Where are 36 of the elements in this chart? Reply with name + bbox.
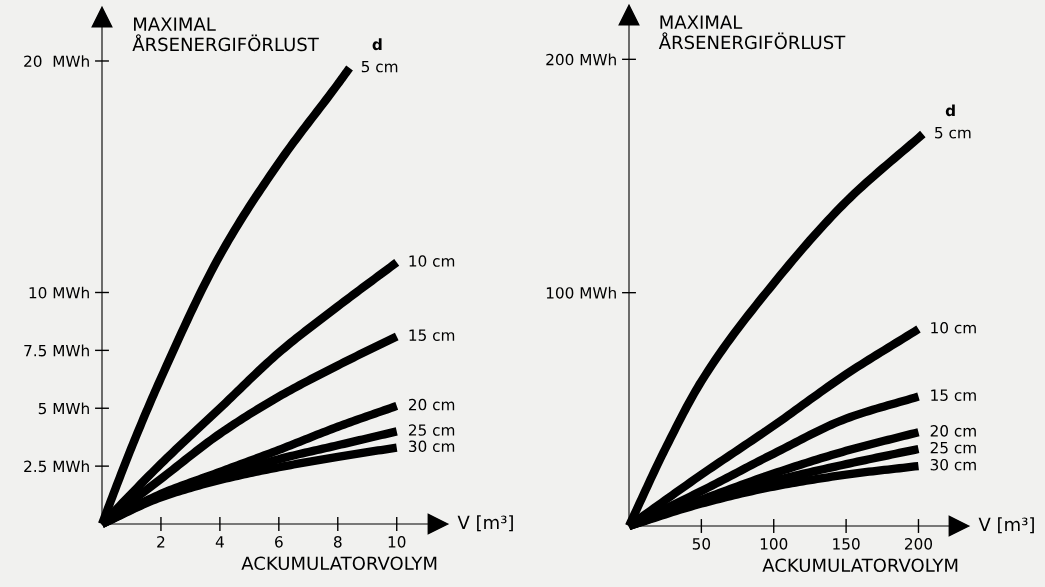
- series-label: 30 cm: [409, 440, 455, 453]
- y-tick-label: 5 MWh: [38, 402, 89, 415]
- y-tick-label: 2.5 MWh: [24, 460, 89, 473]
- x-tick-label: 2: [157, 536, 165, 548]
- x-tick-label: 10: [388, 536, 406, 548]
- x-tick-label: 50: [692, 538, 711, 550]
- y-tick-label: 100 MWh: [546, 286, 616, 299]
- x-axis-title: ACKUMULATORVOLYM: [241, 556, 437, 571]
- x-tick-label: 150: [833, 538, 860, 550]
- y-tick-label: 10 MWh: [29, 286, 89, 299]
- y-axis-title: MAXIMAL ÅRSENERGIFÖRLUST: [658, 15, 846, 50]
- y-tick-label: 7.5 MWh: [24, 344, 89, 357]
- series-label: 30 cm: [930, 458, 976, 471]
- series-label: 10 cm: [931, 321, 976, 334]
- x-axis-title: ACKUMULATORVOLYM: [762, 558, 958, 573]
- series-label: 25 cm: [408, 424, 455, 436]
- x-tick-label: 4: [215, 536, 224, 548]
- series-label: 20 cm: [408, 398, 455, 411]
- series-label: 25 cm: [930, 441, 976, 454]
- legend-title: d: [945, 104, 955, 117]
- y-tick-label: 20 MWh: [24, 55, 89, 68]
- text: V [m³]: [457, 515, 513, 532]
- y-axis-title: MAXIMAL ÅRSENERGIFÖRLUST: [132, 17, 319, 52]
- series-label: 5 cm: [935, 127, 971, 139]
- series-label: 10 cm: [409, 255, 455, 267]
- series-label: 15 cm: [409, 329, 455, 341]
- x-tick-label: 6: [275, 536, 283, 548]
- x-tick-label: 100: [760, 538, 788, 550]
- series-label: 15 cm: [931, 389, 976, 401]
- series-label: 5 cm: [361, 61, 398, 73]
- series-label: 20 cm: [930, 425, 976, 437]
- x-tick-label: 200: [905, 538, 933, 550]
- text: V [m³]: [978, 517, 1034, 534]
- legend-title: d: [372, 38, 382, 51]
- y-tick-label: 200 MWh: [546, 53, 616, 66]
- x-tick-label: 8: [333, 536, 342, 548]
